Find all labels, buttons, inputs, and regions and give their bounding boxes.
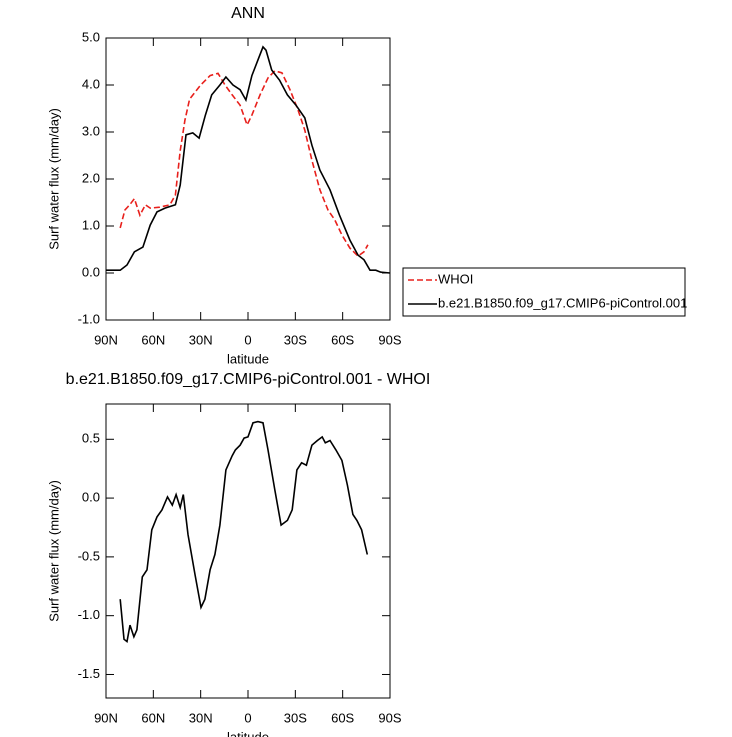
- x-tick-label: 60S: [331, 710, 354, 725]
- x-tick-label: 30S: [284, 332, 307, 347]
- line-series: [119, 70, 369, 258]
- y-tick-label: 1.0: [82, 217, 100, 232]
- y-axis-label: Surf water flux (mm/day): [46, 480, 61, 622]
- y-axis-label: Surf water flux (mm/day): [46, 108, 61, 250]
- x-tick-label: 60N: [141, 710, 165, 725]
- y-tick-label: 0.5: [82, 431, 100, 446]
- x-tick-label: 30N: [189, 332, 213, 347]
- y-tick-label: 0.0: [82, 264, 100, 279]
- x-tick-label: 30N: [189, 710, 213, 725]
- chart-title: ANN: [231, 5, 265, 22]
- x-tick-label: 0: [244, 332, 251, 347]
- y-tick-label: -1.0: [78, 311, 100, 326]
- legend-label: b.e21.B1850.f09_g17.CMIP6-piControl.001: [438, 295, 687, 310]
- y-tick-label: 0.0: [82, 490, 100, 505]
- x-tick-label: 90S: [378, 710, 401, 725]
- x-tick-label: 0: [244, 710, 251, 725]
- x-tick-label: 30S: [284, 710, 307, 725]
- line-series: [119, 420, 369, 644]
- x-tick-label: 90S: [378, 332, 401, 347]
- y-tick-label: 4.0: [82, 76, 100, 91]
- x-axis-label: latitude: [227, 729, 269, 737]
- x-tick-label: 90N: [94, 332, 118, 347]
- x-tick-label: 90N: [94, 710, 118, 725]
- y-tick-label: -1.0: [78, 607, 100, 622]
- legend-label: WHOI: [438, 271, 473, 286]
- y-tick-label: 2.0: [82, 170, 100, 185]
- x-tick-label: 60N: [141, 332, 165, 347]
- y-tick-label: -0.5: [78, 548, 100, 563]
- y-tick-label: 5.0: [82, 29, 100, 44]
- chart-title: b.e21.B1850.f09_g17.CMIP6-piControl.001 …: [66, 371, 431, 388]
- plot-frame: [105, 37, 391, 321]
- y-tick-label: -1.5: [78, 666, 100, 681]
- y-tick-label: 3.0: [82, 123, 100, 138]
- x-tick-label: 60S: [331, 332, 354, 347]
- x-axis-label: latitude: [227, 351, 269, 366]
- line-series: [106, 45, 391, 274]
- legend-box: [402, 267, 686, 317]
